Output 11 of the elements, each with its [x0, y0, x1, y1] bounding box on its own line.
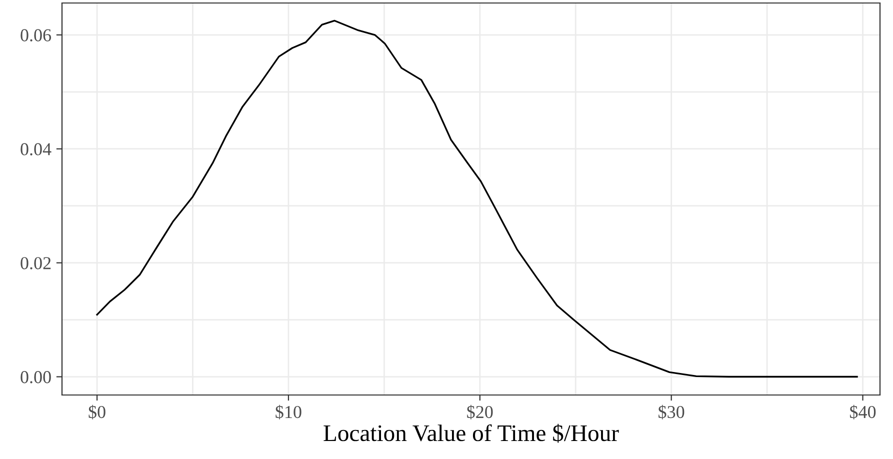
y-tick-label: 0.04 [20, 143, 52, 156]
x-axis-title: Location Value of Time $/Hour [324, 424, 619, 443]
x-tick-label: $30 [658, 404, 684, 420]
x-tick-label: $40 [850, 404, 876, 420]
line-series [96, 20, 858, 378]
x-tick-label: $20 [467, 404, 493, 420]
y-tick-label: 0.00 [20, 371, 51, 384]
x-tick-label: $10 [276, 404, 302, 420]
y-tick-label: 0.02 [20, 257, 51, 270]
y-tick-label: 0.06 [20, 29, 52, 42]
x-tick-label: $0 [88, 404, 106, 420]
